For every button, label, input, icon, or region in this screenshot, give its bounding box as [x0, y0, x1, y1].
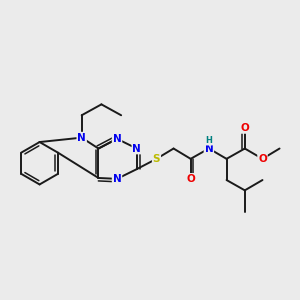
Text: N: N [112, 134, 122, 144]
Text: S: S [153, 154, 160, 164]
Text: O: O [258, 154, 267, 164]
Text: H: H [206, 136, 212, 145]
Text: N: N [77, 133, 86, 142]
Text: N: N [112, 174, 122, 184]
Text: O: O [240, 123, 249, 133]
Text: O: O [186, 174, 195, 184]
Text: N: N [205, 143, 213, 154]
Text: N: N [132, 143, 141, 154]
